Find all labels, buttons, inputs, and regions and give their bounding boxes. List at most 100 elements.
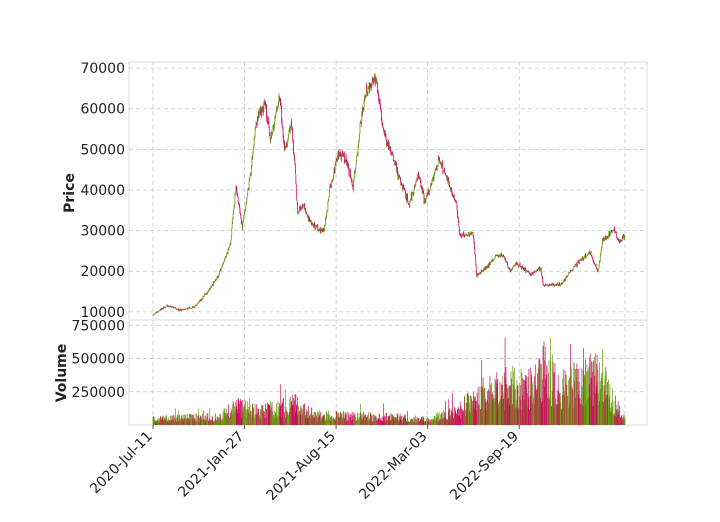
candle-body (420, 178, 421, 183)
volume-bar (327, 410, 329, 425)
candle-body (556, 283, 558, 286)
volume-bar (235, 402, 236, 425)
volume-bar (624, 415, 625, 425)
volume-bar (579, 398, 581, 425)
candle-body (473, 238, 475, 243)
volume-bar (474, 398, 476, 425)
volume-bar (593, 405, 595, 425)
candle-body (341, 156, 342, 160)
candle-body (551, 285, 553, 286)
volume-bar (221, 420, 223, 425)
candle-body (586, 256, 587, 258)
candle-body (293, 143, 294, 153)
volume-bar (452, 393, 453, 425)
candle-body (498, 256, 500, 257)
candle-body (535, 271, 537, 272)
candle-body (158, 310, 159, 312)
volume-bar (364, 413, 366, 425)
volume-bar (431, 418, 433, 425)
volume-bar (408, 420, 409, 425)
volume-bar (363, 415, 365, 425)
volume-bar (398, 421, 399, 425)
volume-bar (180, 421, 182, 425)
candle-body (416, 179, 418, 181)
volume-bar (167, 417, 169, 425)
volume-bar (362, 417, 364, 425)
volume-bar (208, 418, 210, 425)
candle-body (251, 156, 253, 159)
volume-bar (306, 411, 308, 425)
candle-body (382, 124, 384, 127)
candle-body (485, 267, 486, 268)
candle-body (542, 280, 544, 286)
candle-body (468, 232, 470, 234)
volume-bar (329, 417, 331, 425)
volume-bar (181, 418, 183, 425)
volume-bar (403, 416, 404, 425)
volume-bar (323, 414, 325, 425)
candle-body (402, 185, 403, 190)
volume-bar (564, 370, 566, 425)
price-tick-label: 70000 (80, 61, 125, 77)
candle-body (302, 207, 304, 209)
candle-body (434, 170, 436, 174)
volume-bar (402, 419, 404, 425)
candle-body (441, 162, 443, 166)
volume-bar (312, 414, 314, 425)
volume-bar (594, 393, 596, 425)
volume-bar (560, 396, 561, 425)
candle-body (253, 146, 255, 149)
candle-body (291, 126, 293, 131)
candle-body (312, 223, 314, 226)
candle-body (285, 142, 287, 148)
volume-bar (361, 419, 363, 425)
candle-body (333, 169, 335, 177)
candle-body (220, 269, 222, 271)
volume-bar (317, 421, 318, 425)
candle-body (540, 268, 542, 272)
volume-bar (203, 419, 204, 425)
candle-body (167, 306, 169, 307)
candle-body (522, 266, 524, 268)
volume-bar (378, 413, 380, 425)
volume-bar (219, 417, 220, 425)
candle-body (372, 79, 374, 81)
candle-body (460, 234, 461, 236)
volume-bar (321, 419, 323, 425)
candle-body (524, 267, 526, 271)
volume-bar (190, 419, 192, 425)
volume-bar (599, 401, 601, 425)
candle-body (242, 221, 244, 223)
volume-bar (237, 398, 239, 425)
volume-bar (457, 409, 459, 425)
candle-body (206, 292, 207, 294)
candle-body (264, 104, 266, 105)
candle-body (228, 248, 229, 250)
volume-bar (223, 417, 224, 425)
candle-body (354, 170, 355, 178)
volume-bar (310, 414, 311, 425)
candle-body (283, 135, 284, 142)
volume-bar (177, 410, 179, 425)
candle-body (179, 309, 180, 310)
volume-bar (273, 418, 274, 425)
candle-body (262, 107, 264, 112)
volume-bar (161, 418, 163, 425)
candle-body (436, 166, 438, 170)
candle-body (227, 253, 228, 255)
volume-bar (291, 401, 293, 425)
candle-body (288, 134, 289, 139)
volume-bar (565, 382, 567, 425)
volume-bar (596, 363, 597, 425)
candle-body (473, 235, 474, 239)
candle-body (570, 270, 572, 272)
candle-body (365, 95, 366, 99)
candle-body (401, 185, 403, 186)
volume-bar (509, 404, 510, 425)
volume-bar (285, 417, 287, 425)
candle-body (514, 264, 516, 266)
volume-bar (522, 395, 523, 425)
candle-body (271, 131, 273, 136)
volume-bar (521, 409, 522, 425)
candle-body (607, 237, 608, 239)
